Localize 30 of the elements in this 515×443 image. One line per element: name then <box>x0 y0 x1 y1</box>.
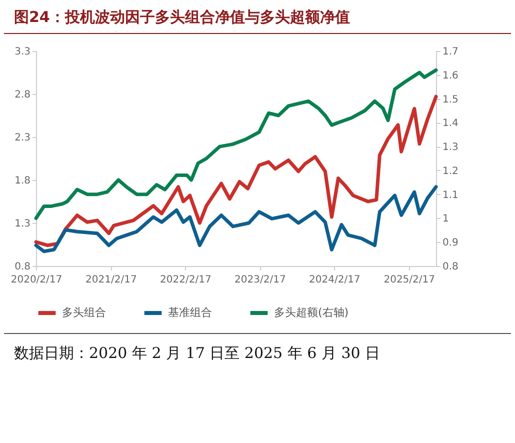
y2-tick-label: 1.5 <box>442 94 458 106</box>
y2-tick-label: 1.7 <box>442 46 458 58</box>
legend-label: 多头超额(右轴) <box>274 306 349 319</box>
y2-tick-label: 1.6 <box>442 70 458 82</box>
y2-tick-label: 1.4 <box>442 118 458 130</box>
y-tick-label: 2.8 <box>14 90 30 100</box>
x-tick-label: 2023/2/17 <box>234 274 286 286</box>
line-series <box>34 68 438 220</box>
y2-tick-label: 0.9 <box>442 238 458 249</box>
chart-title: 图24：投机波动因子多头组合净值与多头超额净值 <box>4 0 511 34</box>
y2-tick-label: 0.8 <box>442 262 458 272</box>
y2-tick-label: 1 <box>442 214 449 225</box>
y-tick-label: 3.3 <box>14 46 30 58</box>
y2-tick-label: 1.3 <box>442 142 458 154</box>
y2-tick-label: 1.2 <box>442 166 458 177</box>
y-tick-label: 2.3 <box>14 132 30 144</box>
line-series <box>34 94 438 248</box>
x-tick-label: 2020/2/17 <box>10 274 62 286</box>
x-tick-label: 2025/2/17 <box>384 274 435 286</box>
y2-tick-label: 1.1 <box>442 190 458 201</box>
legend-label: 基准组合 <box>168 306 212 319</box>
text: 数据日期：2020 年 2 月 17 日至 2025 年 6 月 30 日 <box>14 344 382 363</box>
y-tick-label: 1.3 <box>14 218 30 230</box>
line-series <box>34 185 438 254</box>
legend-label: 多头组合 <box>62 306 106 319</box>
y-tick-label: 1.8 <box>14 176 30 186</box>
x-tick-label: 2022/2/17 <box>160 274 212 286</box>
y-tick-label: 0.8 <box>14 262 30 272</box>
x-tick-label: 2021/2/17 <box>86 274 137 286</box>
x-tick-label: 2024/2/17 <box>309 274 360 286</box>
